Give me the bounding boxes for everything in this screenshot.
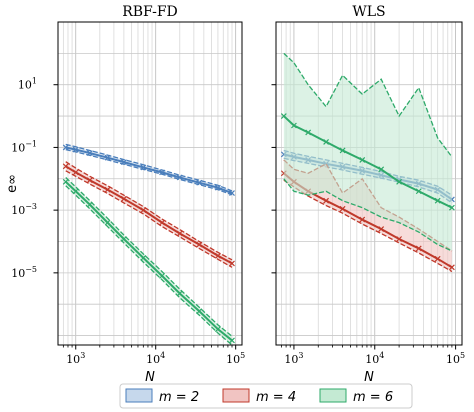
y-tick-label: 10−1 bbox=[11, 139, 37, 154]
x-tick-label: 104 bbox=[146, 351, 165, 366]
data-point bbox=[104, 154, 111, 161]
data-point bbox=[359, 156, 366, 163]
data-point bbox=[339, 205, 346, 212]
data-point bbox=[86, 201, 93, 208]
data-point bbox=[215, 184, 221, 191]
plot-frame bbox=[57, 21, 243, 346]
data-point bbox=[72, 188, 79, 195]
data-point bbox=[120, 236, 127, 242]
data-point bbox=[415, 245, 422, 252]
x-axis-label: N bbox=[364, 370, 374, 385]
data-point bbox=[176, 230, 183, 237]
legend-label: m = 2 bbox=[159, 390, 199, 405]
legend-label: m = 6 bbox=[353, 390, 393, 405]
data-point bbox=[396, 236, 403, 242]
data-point bbox=[104, 186, 111, 193]
series-2 bbox=[62, 177, 235, 346]
data-point bbox=[196, 308, 203, 315]
data-point bbox=[415, 188, 422, 195]
x-tick-label: 103 bbox=[66, 351, 85, 366]
panel-title: RBF-FD bbox=[122, 4, 178, 20]
series-1 bbox=[62, 161, 235, 268]
data-point bbox=[215, 326, 221, 333]
series-0 bbox=[62, 143, 235, 197]
grid bbox=[58, 22, 242, 345]
series-lower-bound bbox=[65, 170, 233, 268]
data-point bbox=[176, 174, 183, 181]
data-point bbox=[176, 290, 183, 297]
data-point bbox=[72, 169, 79, 176]
data-point bbox=[229, 190, 235, 197]
data-point bbox=[120, 195, 127, 202]
data-point bbox=[159, 219, 165, 226]
data-point bbox=[359, 216, 366, 223]
legend-label: m = 4 bbox=[256, 390, 296, 405]
data-point bbox=[291, 122, 297, 129]
y-tick-label: 101 bbox=[18, 77, 37, 92]
data-point bbox=[323, 138, 330, 145]
data-point bbox=[305, 129, 312, 136]
data-point bbox=[339, 147, 346, 154]
x-tick-label: 104 bbox=[365, 351, 384, 366]
data-point bbox=[448, 264, 455, 271]
data-point bbox=[140, 164, 147, 171]
plot-frame bbox=[275, 21, 463, 346]
x-tick-label: 105 bbox=[446, 351, 465, 366]
data-point bbox=[120, 159, 127, 166]
legend-swatch bbox=[125, 388, 153, 403]
data-point bbox=[448, 204, 455, 211]
data-point bbox=[62, 144, 69, 151]
data-point bbox=[434, 255, 441, 262]
data-point bbox=[159, 169, 165, 176]
series-upper-bound bbox=[65, 143, 233, 192]
data-point bbox=[159, 272, 165, 279]
data-point bbox=[104, 219, 111, 226]
legend-swatch bbox=[222, 388, 250, 403]
data-point bbox=[196, 179, 203, 186]
series-upper-bound bbox=[283, 52, 453, 158]
series-lower-bound bbox=[65, 185, 233, 346]
data-point bbox=[196, 241, 203, 248]
legend: m = 2 m = 4 m = 6 bbox=[119, 383, 413, 409]
y-tick-label: 10−5 bbox=[11, 265, 37, 280]
data-point bbox=[215, 252, 221, 259]
series-lower-bound bbox=[65, 149, 233, 196]
data-point bbox=[140, 254, 147, 261]
data-point bbox=[62, 163, 69, 170]
data-point bbox=[86, 177, 93, 184]
data-point bbox=[280, 113, 287, 119]
series-upper-bound bbox=[65, 177, 233, 337]
x-tick-label: 103 bbox=[284, 351, 303, 366]
y-axis-label: e∞ bbox=[5, 174, 20, 193]
x-tick-label: 105 bbox=[226, 351, 245, 366]
x-axis-label: N bbox=[145, 370, 155, 385]
series-2 bbox=[280, 52, 455, 252]
series-band bbox=[283, 53, 452, 251]
data-point bbox=[229, 337, 235, 344]
legend-swatch bbox=[319, 388, 347, 403]
panel-0: 103 104 105 101 10−1 10−3 10−5 RBF-FD Ne∞ bbox=[5, 4, 245, 385]
data-point bbox=[140, 207, 147, 214]
data-point bbox=[229, 260, 235, 267]
data-point bbox=[62, 178, 69, 185]
data-point bbox=[86, 150, 93, 157]
data-point bbox=[378, 226, 385, 232]
data-point bbox=[396, 178, 403, 185]
panel-1: 103 104 105 WLS N bbox=[271, 4, 465, 385]
y-tick-label: 10−3 bbox=[11, 202, 37, 217]
series-upper-bound bbox=[65, 161, 233, 261]
panel-title: WLS bbox=[352, 4, 385, 20]
data-point bbox=[434, 197, 441, 204]
data-point bbox=[72, 146, 79, 153]
data-point bbox=[378, 166, 385, 173]
series-lower-bound bbox=[283, 178, 453, 252]
data-point bbox=[323, 197, 330, 204]
